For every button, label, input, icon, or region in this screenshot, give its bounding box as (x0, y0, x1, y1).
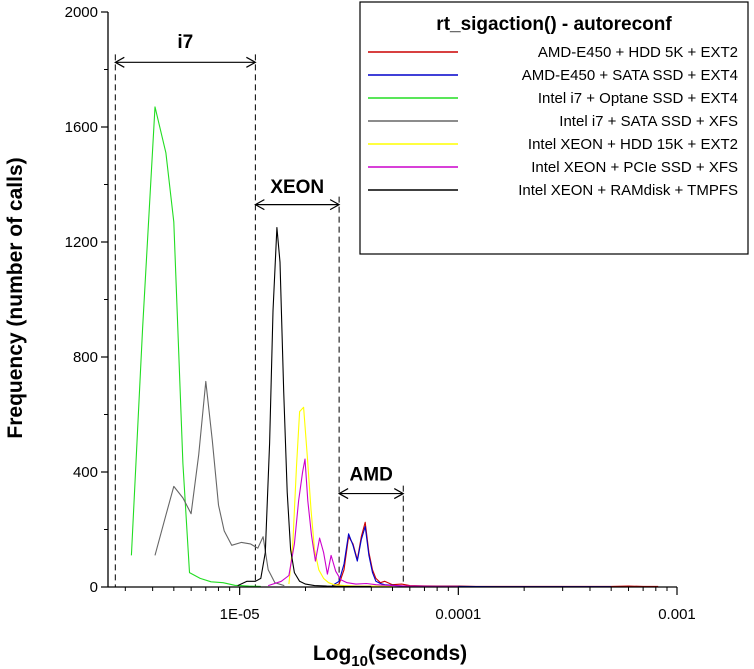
series-line-5 (288, 406, 393, 587)
y-tick-label: 800 (73, 349, 98, 366)
legend-label-6: Intel XEON + PCIe SSD + XFS (531, 159, 738, 176)
annotations: i7 XEON AMD (114, 32, 405, 500)
legend-items: AMD-E450 + HDD 5K + EXT2 AMD-E450 + SATA … (368, 44, 738, 199)
x-tick-label: 0.001 (658, 606, 696, 623)
legend-box (359, 1, 749, 255)
annotation-arrowhead-left (114, 56, 125, 68)
annotation-label-xeon: XEON (270, 177, 324, 198)
x-axis-title-tail: (seconds) (368, 642, 467, 665)
y-tick-label: 1600 (65, 119, 98, 136)
legend-label-7: Intel XEON + RAMdisk + TMPFS (518, 182, 738, 199)
x-axis-title-main: Log (313, 642, 351, 665)
y-tick-label: 2000 (65, 4, 98, 21)
legend-label-2: AMD-E450 + SATA SSD + EXT4 (522, 67, 738, 84)
series-line-6 (268, 458, 459, 587)
annotation-label-amd: AMD (350, 464, 393, 485)
annotation-arrowhead-right (393, 488, 405, 500)
x-axis-title-subscript: 10 (351, 653, 368, 669)
annotation-arrowhead-left (254, 199, 265, 211)
x-tick-label: 0.0001 (435, 606, 481, 623)
annotation-label-i7: i7 (177, 32, 193, 53)
annotation-arrowhead-right (329, 199, 341, 211)
legend-label-4: Intel i7 + SATA SSD + XFS (559, 113, 738, 130)
x-tick-label: 1E-05 (220, 606, 260, 623)
series-line-4 (154, 380, 285, 587)
y-tick-label: 0 (90, 579, 98, 596)
y-tick-label: 1200 (65, 234, 98, 251)
y-tick-label: 400 (73, 464, 98, 481)
legend-label-3: Intel i7 + Optane SSD + EXT4 (538, 90, 738, 107)
y-axis-title: Frequency (number of calls) (4, 157, 27, 438)
legend-label-5: Intel XEON + HDD 15K + EXT2 (528, 136, 738, 153)
x-axis-title: Log10(seconds) (313, 642, 467, 669)
series-line-7 (237, 227, 372, 587)
legend-title: rt_sigaction() - autoreconf (436, 14, 672, 35)
annotation-dashed-lines (114, 54, 404, 587)
axes: 0 400 800 1200 1600 2000 1E-05 0.0001 0.001 (65, 4, 696, 623)
series-line-3 (130, 106, 261, 587)
legend-label-1: AMD-E450 + HDD 5K + EXT2 (538, 44, 738, 61)
legend: rt_sigaction() - autoreconf AMD-E450 + H… (359, 1, 749, 255)
annotation-arrowhead-left (337, 488, 349, 500)
annotation-arrowhead-right (246, 56, 257, 68)
